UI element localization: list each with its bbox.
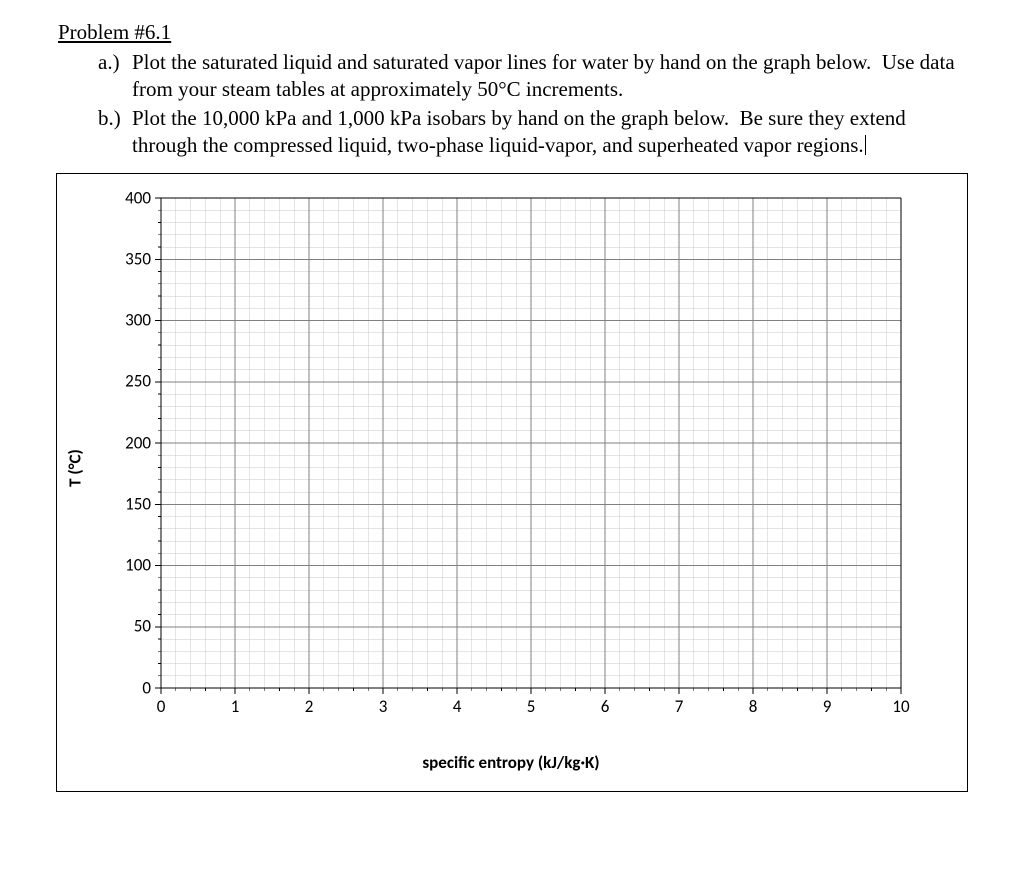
y-tick-label: 200 xyxy=(125,432,161,453)
prompt-list: a.) Plot the saturated liquid and satura… xyxy=(98,49,974,159)
x-tick-label: 9 xyxy=(823,688,832,717)
prompt-item-a: a.) Plot the saturated liquid and satura… xyxy=(98,49,974,103)
x-tick-label: 1 xyxy=(231,688,240,717)
x-tick-label: 7 xyxy=(675,688,684,717)
chart-area: T (°C) 050100150200250300350400012345678… xyxy=(101,188,921,748)
x-tick-label: 0 xyxy=(157,688,166,717)
y-tick-label: 400 xyxy=(125,187,161,208)
x-tick-label: 6 xyxy=(601,688,610,717)
y-tick-label: 100 xyxy=(125,555,161,576)
grid-svg xyxy=(161,198,901,688)
y-tick-label: 350 xyxy=(125,248,161,269)
problem-title: Problem #6.1 xyxy=(58,20,974,45)
x-tick-label: 10 xyxy=(892,688,909,717)
x-axis-label: specific entropy (kJ/kg·K) xyxy=(101,752,921,773)
plot-region: 050100150200250300350400012345678910 xyxy=(161,198,901,688)
prompt-item-b: b.) Plot the 10,000 kPa and 1,000 kPa is… xyxy=(98,105,974,159)
x-tick-label: 5 xyxy=(527,688,536,717)
prompt-text-a: Plot the saturated liquid and saturated … xyxy=(132,49,974,103)
prompt-label-a: a.) xyxy=(98,49,132,103)
prompt-text-b-inner: Plot the 10,000 kPa and 1,000 kPa isobar… xyxy=(132,106,911,157)
x-tick-label: 8 xyxy=(749,688,758,717)
y-tick-label: 250 xyxy=(125,371,161,392)
text-cursor xyxy=(865,135,866,155)
y-tick-label: 150 xyxy=(125,493,161,514)
chart-frame: T (°C) 050100150200250300350400012345678… xyxy=(56,173,968,792)
x-tick-label: 2 xyxy=(305,688,314,717)
x-tick-label: 3 xyxy=(379,688,388,717)
y-tick-label: 50 xyxy=(134,616,161,637)
x-tick-label: 4 xyxy=(453,688,462,717)
y-tick-label: 300 xyxy=(125,310,161,331)
y-axis-label: T (°C) xyxy=(65,449,86,487)
page: Problem #6.1 a.) Plot the saturated liqu… xyxy=(0,0,1024,881)
prompt-label-b: b.) xyxy=(98,105,132,159)
prompt-text-b: Plot the 10,000 kPa and 1,000 kPa isobar… xyxy=(132,105,974,159)
